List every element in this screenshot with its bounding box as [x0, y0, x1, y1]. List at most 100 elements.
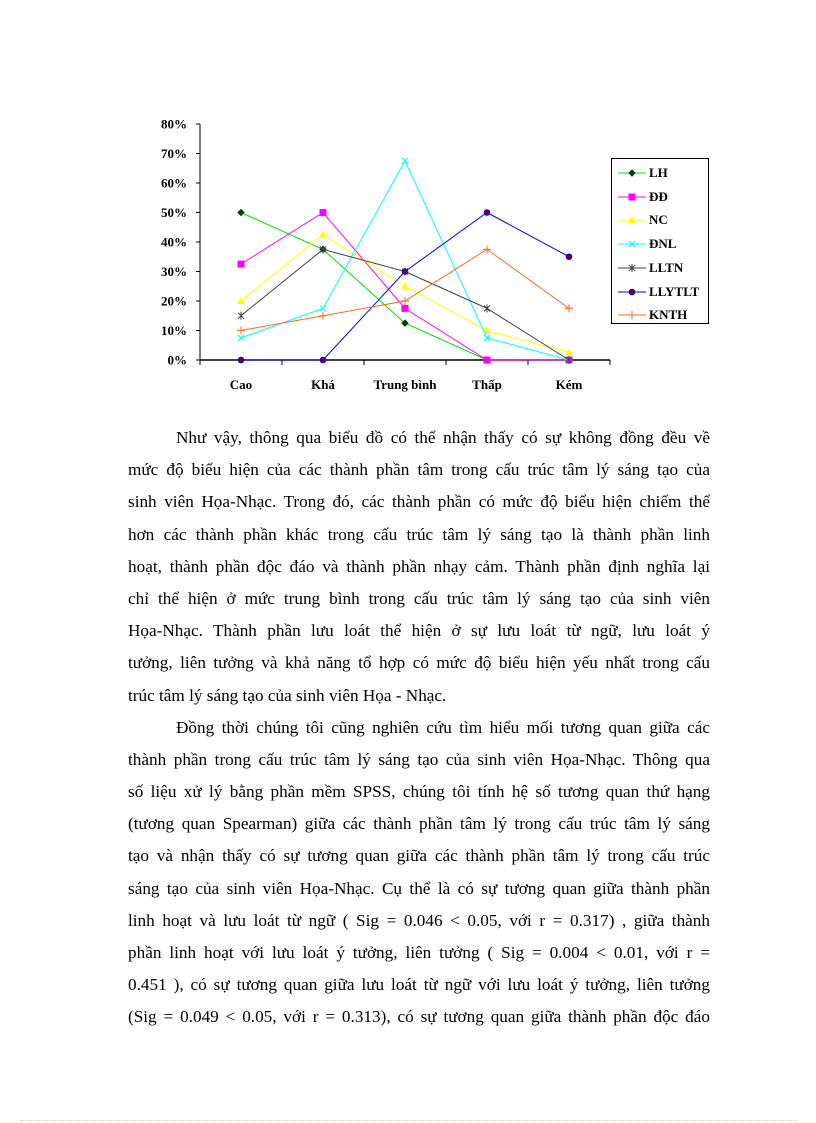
y-tick-label: 30% [161, 264, 187, 279]
legend-marker-icon [618, 169, 646, 177]
data-point [565, 304, 573, 313]
data-point [401, 268, 409, 275]
data-point [401, 282, 409, 290]
legend-item: ĐĐ [618, 188, 668, 206]
legend-item: LH [618, 164, 668, 182]
legend-item: LLTN [618, 259, 683, 277]
text-line: hơn các thành phần khác trong cấu trúc t… [128, 524, 710, 544]
legend-item: ĐNL [618, 235, 676, 253]
text-line: tưởng, liên tưởng và khả năng tổ hợp có … [128, 653, 710, 673]
data-point [483, 334, 491, 342]
text-line: (Sig = 0.049 < 0.05, với r = 0.313), có … [128, 1007, 710, 1027]
data-point [237, 260, 245, 268]
legend-label: NC [649, 212, 668, 228]
y-tick-label: 70% [161, 146, 187, 161]
series-đnl [237, 157, 573, 364]
data-point [237, 334, 245, 342]
data-point [483, 304, 491, 313]
legend-item: LLYTLT [618, 283, 699, 301]
series-nc [237, 230, 573, 356]
line-chart: 0% 10% 20% 30% 40% 50% 60% 70% 80% Cao Khá Trung b… [161, 117, 611, 392]
text-line: sinh viên Họa-Nhạc. Trong đó, các thành … [128, 492, 710, 512]
legend-marker-icon [618, 263, 646, 272]
text-line: sáng tạo của sinh viên Họa-Nhạc. Cụ thể … [128, 878, 710, 898]
data-point [319, 304, 327, 312]
chart-legend: LH ĐĐ NC ĐNL LLTN LLYTLT KNTH [611, 158, 709, 324]
chart-axes [196, 123, 611, 365]
text-line: mức độ biểu hiện của các thành phần tâm … [128, 460, 710, 480]
data-point [483, 209, 491, 216]
data-point [401, 297, 409, 305]
data-point [483, 356, 491, 364]
data-point [565, 253, 573, 261]
body-text: Như vậy, thông qua biểu đồ có thể nhận t… [128, 422, 710, 1034]
y-tick-label: 50% [161, 205, 187, 220]
y-tick-label: 10% [161, 323, 187, 338]
legend-marker [628, 216, 636, 224]
legend-item: NC [618, 211, 668, 229]
data-point [319, 311, 327, 320]
data-point [237, 326, 245, 335]
legend-marker-icon [618, 288, 646, 295]
legend-marker [628, 240, 636, 248]
legend-label: LLTN [649, 259, 684, 275]
data-point [319, 245, 327, 254]
text-line: Họa-Nhạc. Thành phần lưu loát thể hiện ở… [128, 621, 710, 641]
legend-label: KNTH [649, 307, 688, 323]
y-tick-label: 20% [161, 294, 187, 309]
text-line: hoạt, thành phần độc đáo và thành phần n… [128, 556, 710, 576]
legend-marker [628, 311, 636, 320]
legend-marker [628, 288, 636, 295]
text-line: số liệu xử lý bằng phần mềm SPSS, chúng … [128, 782, 710, 802]
legend-marker [628, 169, 636, 177]
data-point [237, 311, 245, 320]
x-tick-label: Thấp [472, 377, 502, 392]
text-line: Như vậy, thông qua biểu đồ có thể nhận t… [176, 428, 710, 447]
data-point [401, 304, 409, 312]
x-tick-label: Kém [556, 377, 583, 392]
data-point [237, 208, 245, 217]
paragraph: Như vậy, thông qua biểu đồ có thể nhận t… [128, 422, 710, 712]
legend-marker-icon [618, 193, 646, 201]
data-point [237, 356, 245, 364]
legend-marker-icon [618, 216, 646, 224]
text-line: (tương quan Spearman) giữa các thành phầ… [128, 814, 710, 834]
legend-marker [628, 263, 636, 272]
legend-marker [628, 193, 636, 201]
legend-label: LLYTLT [649, 283, 700, 299]
data-point [483, 326, 491, 334]
x-tick-label: Khá [311, 377, 335, 392]
text-line: 0.451 ), có sự tương quan giữa lưu loát … [128, 975, 710, 995]
x-axis-labels: Cao Khá Trung bình Thấp Kém [230, 377, 583, 392]
series-knth [237, 245, 573, 335]
series-line [240, 234, 570, 354]
data-point [565, 348, 573, 356]
text-line: phần linh hoạt với lưu loát ý tưởng, liê… [128, 943, 710, 962]
paragraph: Đồng thời chúng tôi cũng nghiên cứu tìm … [128, 712, 710, 1034]
data-point [565, 356, 573, 364]
legend-item: KNTH [618, 306, 687, 324]
legend-label: ĐNL [649, 236, 677, 252]
y-tick-label: 60% [161, 176, 187, 191]
data-point [401, 319, 409, 327]
legend-marker-icon [618, 311, 646, 320]
text-line: chỉ thể hiện ở mức trung bình trong cấu … [128, 588, 710, 608]
legend-label: ĐĐ [649, 188, 668, 204]
text-line: trúc tâm lý sáng tạo của sinh viên Họa -… [128, 685, 447, 705]
text-line: linh hoạt và lưu loát từ ngữ ( Sig = 0.0… [128, 910, 710, 930]
y-tick-label: 40% [161, 235, 187, 250]
legend-label: LH [649, 165, 668, 180]
series-llytlt [237, 209, 573, 364]
text-line: thành phần trong cấu trúc tâm lý sáng tạ… [128, 749, 710, 769]
data-point [401, 157, 409, 165]
data-point [319, 356, 327, 364]
data-point [319, 209, 327, 216]
x-tick-label: Trung bình [374, 377, 438, 392]
text-line: tạo và nhận thấy có sự tương quan giữa c… [128, 846, 710, 866]
data-point [319, 230, 327, 238]
y-axis-labels: 0% 10% 20% 30% 40% 50% 60% 70% 80% [161, 117, 187, 368]
y-tick-label: 0% [168, 353, 188, 368]
y-tick-label: 80% [161, 117, 187, 132]
data-point [483, 245, 491, 254]
text-line: Đồng thời chúng tôi cũng nghiên cứu tìm … [176, 717, 710, 737]
